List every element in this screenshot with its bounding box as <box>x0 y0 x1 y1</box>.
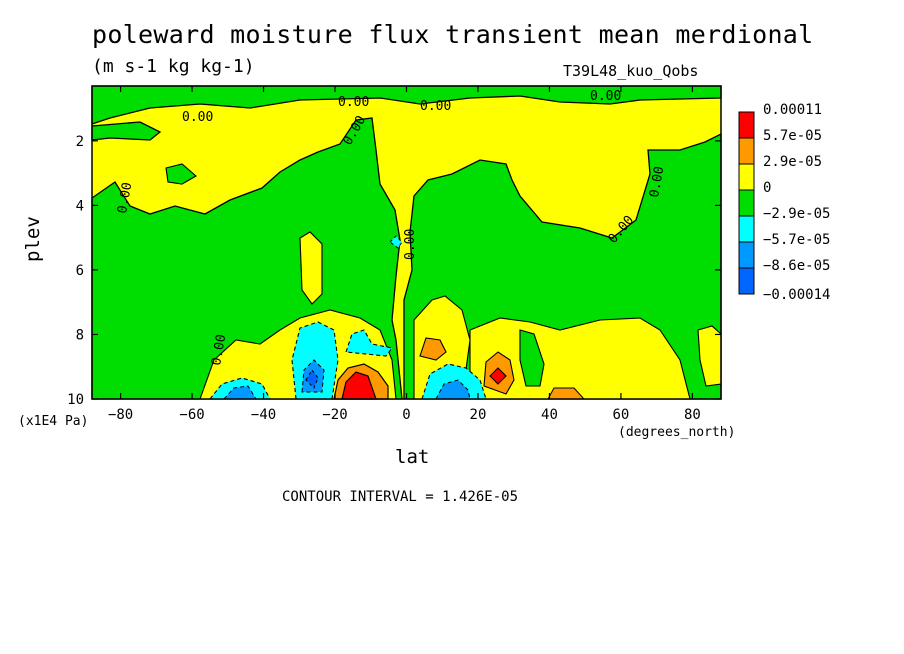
contour-label: 0.00 <box>403 229 418 260</box>
green-island-north <box>519 329 545 387</box>
legend-swatch <box>738 111 755 139</box>
legend-label: −0.00014 <box>763 287 830 303</box>
green-island-left <box>165 163 197 185</box>
orange-region-equator <box>419 337 447 361</box>
legend-swatch <box>738 215 755 243</box>
x-tick-label: −60 <box>179 407 204 423</box>
y-tick-label: 4 <box>76 198 84 214</box>
contour-label: 0.00 <box>590 89 621 104</box>
y-tick-label: 2 <box>76 134 84 150</box>
legend-swatch <box>738 267 755 295</box>
legend-label: 0.00011 <box>763 102 822 118</box>
deep-blue-core <box>305 369 319 389</box>
legend-label: −8.6e-05 <box>763 258 830 274</box>
blue-region-north <box>435 379 471 400</box>
legend-label: 0 <box>763 180 771 196</box>
legend-label: −2.9e-05 <box>763 206 830 222</box>
contour-label: 0.00 <box>209 333 229 366</box>
x-tick-label: 40 <box>541 407 558 423</box>
dataset-label: T39L48_kuo_Qobs <box>563 62 699 80</box>
legend-swatch <box>738 137 755 165</box>
x-axis: −80 −60 −40 −20 0 20 40 60 80 <box>108 86 701 423</box>
x-tick-label: −20 <box>322 407 347 423</box>
blue-region-south-2 <box>222 385 257 400</box>
pressure-unit-label: (x1E4 Pa) <box>18 414 89 429</box>
cyan-region-south-3 <box>345 329 393 357</box>
contour-label: 0.00 <box>115 181 135 214</box>
legend-label: 5.7e-05 <box>763 128 822 144</box>
red-core-north <box>489 367 507 385</box>
cyan-patch-upper <box>389 235 403 249</box>
colorbar-legend: 0.00011 5.7e-05 2.9e-05 0 −2.9e-05 −5.7e-05 −8… <box>738 102 830 303</box>
contour-label: 0.00 <box>182 110 213 125</box>
legend-label: −5.7e-05 <box>763 232 830 248</box>
x-tick-label: 20 <box>470 407 487 423</box>
legend-swatch <box>738 163 755 191</box>
x-axis-label: lat <box>395 446 430 468</box>
y-axis: 2 4 6 8 10 <box>67 134 721 408</box>
x-unit-label: (degrees_north) <box>618 425 736 440</box>
contour-label: 0.00 <box>338 95 369 110</box>
y-tick-label: 6 <box>76 263 84 279</box>
y-tick-label: 8 <box>76 327 84 343</box>
x-tick-label: −80 <box>108 407 133 423</box>
green-region-top <box>91 85 722 125</box>
y-tick-label: 10 <box>67 392 84 408</box>
legend-label: 2.9e-05 <box>763 154 822 170</box>
x-tick-label: 0 <box>402 407 410 423</box>
legend-swatch <box>738 241 755 269</box>
contour-interval-note: CONTOUR INTERVAL = 1.426E-05 <box>282 489 519 505</box>
x-tick-label: −40 <box>251 407 276 423</box>
legend-swatch <box>738 189 755 217</box>
chart-title: poleward moisture flux transient mean me… <box>92 20 814 49</box>
x-tick-label: 80 <box>684 407 701 423</box>
contour-label: 0.00 <box>420 99 451 114</box>
chart-units: (m s-1 kg kg-1) <box>92 56 255 77</box>
x-tick-label: 60 <box>613 407 630 423</box>
yellow-island-1 <box>299 231 323 305</box>
contour-label: 0.00 <box>647 165 667 198</box>
plot-area: 0.00 0.00 0.00 0.00 0.00 0.00 0.00 0.00 … <box>91 85 722 400</box>
